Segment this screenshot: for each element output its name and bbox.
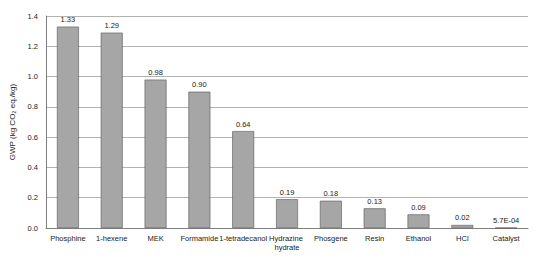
svg-text:0.09: 0.09 (411, 203, 426, 212)
svg-text:0.98: 0.98 (148, 68, 163, 77)
svg-text:0.2: 0.2 (28, 193, 38, 202)
svg-text:0.0: 0.0 (28, 224, 38, 233)
svg-text:Hydrazine: Hydrazine (269, 234, 305, 243)
svg-text:hydrate: hydrate (275, 243, 300, 252)
svg-text:0.90: 0.90 (192, 80, 207, 89)
svg-text:1.0: 1.0 (28, 72, 38, 81)
svg-text:HCl: HCl (456, 234, 469, 243)
svg-text:0.8: 0.8 (28, 102, 38, 111)
svg-text:Phosphine: Phosphine (50, 234, 85, 243)
svg-text:MEK: MEK (147, 234, 163, 243)
svg-text:5.7E-04: 5.7E-04 (493, 216, 519, 225)
svg-text:Formamide: Formamide (180, 234, 218, 243)
svg-text:1-hexene: 1-hexene (96, 234, 127, 243)
svg-text:1.4: 1.4 (28, 12, 38, 21)
svg-text:0.02: 0.02 (455, 213, 470, 222)
svg-text:Resin: Resin (365, 234, 384, 243)
svg-text:0.64: 0.64 (236, 120, 251, 129)
svg-text:0.19: 0.19 (280, 188, 295, 197)
svg-text:Ethanol: Ethanol (406, 234, 432, 243)
svg-text:0.13: 0.13 (367, 197, 382, 206)
svg-text:1.29: 1.29 (104, 21, 119, 30)
svg-text:1.33: 1.33 (61, 15, 76, 24)
svg-text:0.4: 0.4 (28, 163, 38, 172)
svg-text:Catalyst: Catalyst (493, 234, 521, 243)
svg-text:Phosgene: Phosgene (314, 234, 348, 243)
svg-text:0.18: 0.18 (324, 189, 339, 198)
svg-text:1.2: 1.2 (28, 42, 38, 51)
svg-text:0.6: 0.6 (28, 133, 38, 142)
svg-text:1-tetradecanol: 1-tetradecanol (219, 234, 267, 243)
svg-text:GWP (kg CO₂ eq./kg): GWP (kg CO₂ eq./kg) (8, 84, 17, 161)
